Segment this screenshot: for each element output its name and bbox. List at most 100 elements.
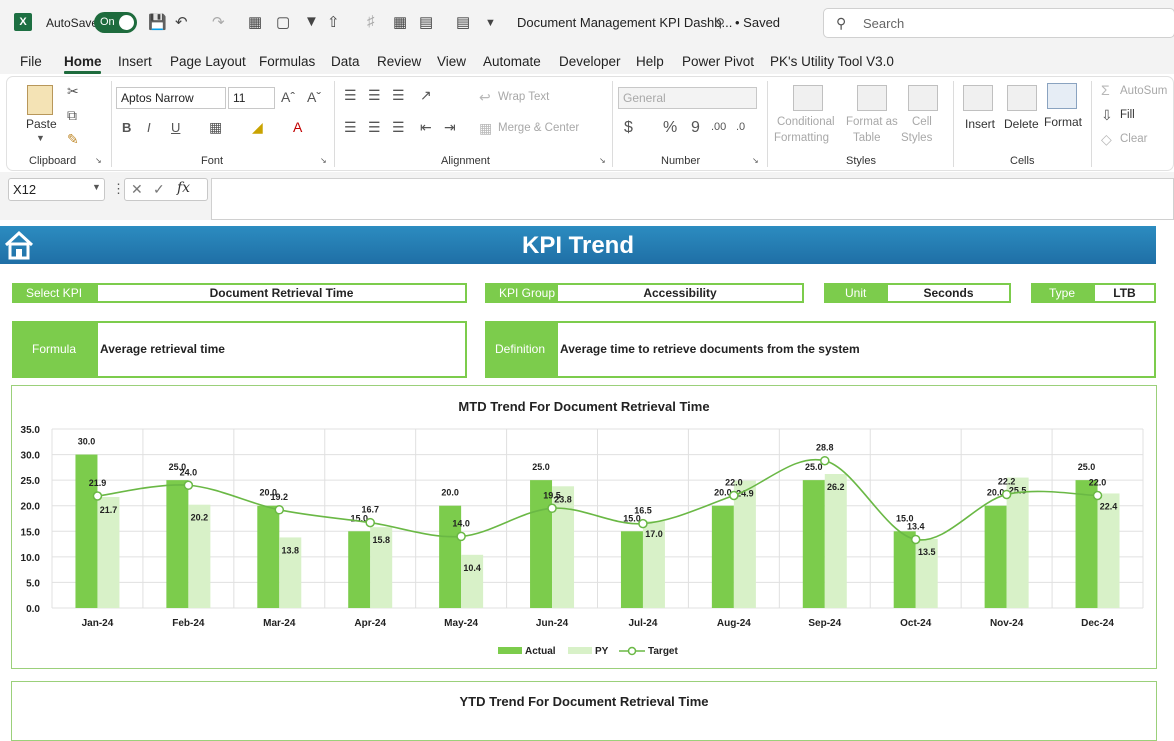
font-size-select[interactable]: 11 [228,87,275,109]
increase-font-icon[interactable]: Aˆ [281,89,295,105]
calc-icon[interactable]: ▤ [456,14,471,31]
customize-qat-icon[interactable]: ▼ [485,17,496,29]
search-box[interactable]: ⚲ Search [823,8,1174,38]
document-title[interactable]: Document Management KPI Dashb... [517,15,733,30]
delete-cells-icon[interactable] [1007,85,1037,111]
clipboard-launcher-icon[interactable]: ↘ [95,156,102,165]
ytd-trend-chart[interactable]: YTD Trend For Document Retrieval Time [11,681,1157,741]
tab-formulas[interactable]: Formulas [259,54,316,69]
orientation-icon[interactable]: ↗ [420,87,432,103]
autosave-toggle[interactable]: On [94,12,137,33]
tab-page-layout[interactable]: Page Layout [170,54,246,69]
paste-dropdown-icon[interactable]: ▼ [36,133,45,143]
insert-cells-icon[interactable] [963,85,993,111]
increase-indent-icon[interactable]: ⇥ [444,119,456,135]
format-as-table-icon[interactable] [857,85,887,111]
font-family-select[interactable]: Aptos Narrow [116,87,226,109]
tab-power-pivot[interactable]: Power Pivot [682,54,755,69]
align-bottom-icon[interactable]: ☰ [392,87,405,103]
borders-icon[interactable]: ▦ [248,14,263,31]
copy-icon[interactable]: ⧉ [67,107,77,123]
spelling-icon[interactable]: ♯ [367,13,375,30]
tab-review[interactable]: Review [377,54,422,69]
conditional-formatting-icon[interactable] [793,85,823,111]
wrap-text-button[interactable]: Wrap Text [498,91,550,103]
cancel-icon[interactable]: ✕ [131,181,143,197]
underline-icon[interactable]: U [171,120,181,135]
align-left-icon[interactable]: ☰ [344,119,357,135]
undo-icon[interactable]: ↶ [175,14,188,31]
paste-icon[interactable] [27,85,53,115]
name-box-dropdown-icon[interactable]: ▼ [92,182,101,192]
styles-label[interactable]: Styles [901,132,933,144]
font-launcher-icon[interactable]: ↘ [320,156,327,165]
comma-icon[interactable]: 9 [691,119,700,136]
percent-icon[interactable]: % [663,119,678,136]
borders-icon[interactable]: ▦ [209,119,223,135]
home-icon[interactable] [3,230,35,260]
align-center-icon[interactable]: ☰ [368,119,381,135]
format-painter-icon[interactable]: ✎ [67,131,79,147]
table-label[interactable]: Table [853,132,881,144]
format-as-label[interactable]: Format as [846,116,898,128]
bold-icon[interactable]: B [122,120,132,135]
name-box[interactable]: X12 [8,178,105,201]
select-kpi-dropdown[interactable]: Document Retrieval Time [96,283,467,303]
tab-help[interactable]: Help [636,54,664,69]
align-top-icon[interactable]: ☰ [344,87,357,103]
tab-automate[interactable]: Automate [483,54,541,69]
align-middle-icon[interactable]: ☰ [368,87,381,103]
tab-insert[interactable]: Insert [118,54,152,69]
more-icon[interactable]: ⋮ [112,181,125,196]
format-cells-icon[interactable] [1047,83,1077,109]
redo-icon[interactable]: ↷ [212,14,225,31]
tab-home[interactable]: Home [64,54,102,69]
clear-icon[interactable]: ◇ [1101,131,1112,147]
mtd-trend-chart[interactable]: MTD Trend For Document Retrieval Time 0.… [11,385,1157,669]
paste-label[interactable]: Paste [26,117,57,131]
form-icon[interactable]: ▦ [393,14,408,31]
formula-input[interactable] [211,178,1174,220]
merge-icon[interactable]: ▦ [479,120,493,136]
tab-utility-tool[interactable]: PK's Utility Tool V3.0 [770,54,894,69]
conditional-label[interactable]: Conditional [777,116,835,128]
tab-data[interactable]: Data [331,54,360,69]
decrease-decimal-icon[interactable]: .0 [736,121,746,133]
saved-status[interactable]: • Saved [735,15,781,30]
save-icon[interactable]: 💾 [148,14,167,31]
tab-developer[interactable]: Developer [559,54,621,69]
delete-cells-button[interactable]: Delete [1004,117,1039,131]
tab-file[interactable]: File [20,54,42,69]
enter-icon[interactable]: ✓ [153,181,165,197]
italic-icon[interactable]: I [147,120,151,135]
number-launcher-icon[interactable]: ↘ [752,156,759,165]
clear-button[interactable]: Clear [1120,133,1148,145]
share-icon[interactable]: ⇧ [327,14,340,31]
picture-icon[interactable]: ▢ [276,14,291,31]
tab-view[interactable]: View [437,54,467,69]
insert-cells-button[interactable]: Insert [965,117,996,131]
autosum-button[interactable]: AutoSum [1120,85,1168,97]
fill-color-icon[interactable]: ◢ [252,119,263,135]
autosum-icon[interactable]: Σ [1101,82,1110,98]
cell-label[interactable]: Cell [912,116,932,128]
increase-decimal-icon[interactable]: .00 [711,121,727,133]
align-right-icon[interactable]: ☰ [392,119,405,135]
decrease-indent-icon[interactable]: ⇤ [420,119,432,135]
filter-icon[interactable]: ▼ [304,13,319,30]
currency-icon[interactable]: $ [624,119,633,136]
cell-styles-icon[interactable] [908,85,938,111]
coauthor-icon[interactable]: ⚲ [716,16,725,30]
calculator-icon[interactable]: ▤ [419,14,434,31]
decrease-font-icon[interactable]: Aˇ [307,89,321,105]
number-format-select[interactable]: General [618,87,757,109]
cut-icon[interactable]: ✂ [67,83,79,99]
format-cells-button[interactable]: Format [1044,115,1083,129]
formatting-label[interactable]: Formatting [774,132,829,144]
alignment-launcher-icon[interactable]: ↘ [599,156,606,165]
font-color-icon[interactable]: A [293,119,303,135]
wrap-text-icon[interactable]: ↩ [479,89,491,105]
fill-button[interactable]: Fill [1120,109,1135,121]
insert-function-icon[interactable]: fx [177,180,191,196]
merge-center-button[interactable]: Merge & Center [498,122,580,134]
